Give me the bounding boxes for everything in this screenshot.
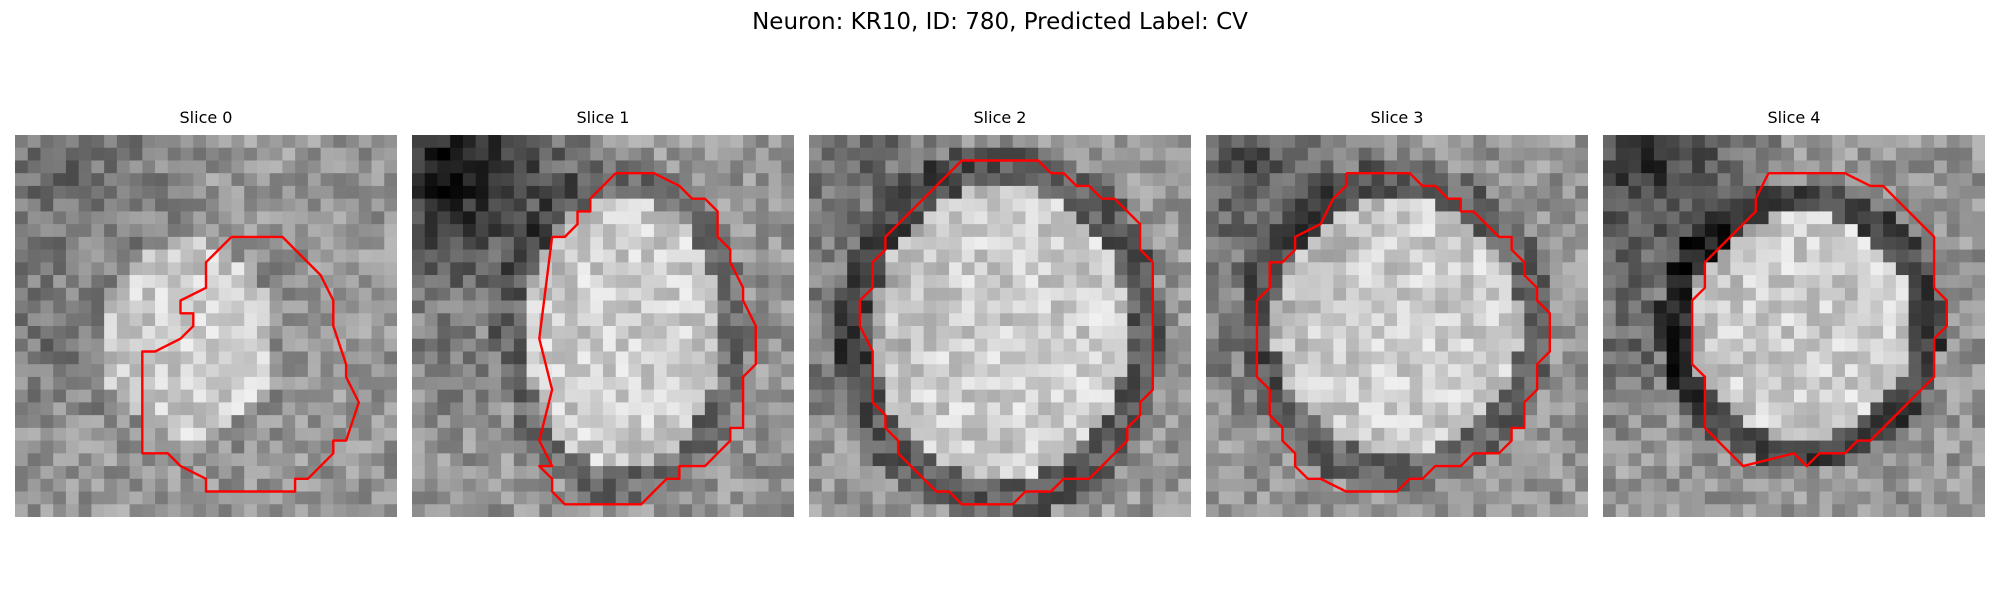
slice-title-4: Slice 4 (1767, 108, 1821, 127)
slice-title-3: Slice 3 (1370, 108, 1424, 127)
slice-image-4 (1603, 135, 1985, 517)
slice-image-0 (15, 135, 397, 517)
slice-title-0: Slice 0 (179, 108, 233, 127)
slice-image-3 (1206, 135, 1588, 517)
figure-title: Neuron: KR10, ID: 780, Predicted Label: … (752, 9, 1248, 35)
roi-contour (858, 159, 1154, 506)
slice-pixels (809, 135, 1191, 517)
slice-image-1 (412, 135, 794, 517)
slice-title-1: Slice 1 (576, 108, 630, 127)
roi-contour (1690, 172, 1948, 468)
slice-pixels (1206, 135, 1588, 517)
slice-pixels (1603, 135, 1985, 517)
slice-panel-3: Slice 3 (1206, 108, 1588, 517)
slice-panel-0: Slice 0 (15, 108, 397, 517)
slice-pixels (15, 135, 397, 517)
roi-contour (141, 235, 360, 493)
roi-contour (538, 172, 757, 506)
slice-image-2 (809, 135, 1191, 517)
slice-title-2: Slice 2 (973, 108, 1027, 127)
slice-panel-2: Slice 2 (809, 108, 1191, 517)
slice-panel-1: Slice 1 (412, 108, 794, 517)
roi-contour (1255, 172, 1551, 493)
slice-pixels (412, 135, 794, 517)
slice-panel-4: Slice 4 (1603, 108, 1985, 517)
